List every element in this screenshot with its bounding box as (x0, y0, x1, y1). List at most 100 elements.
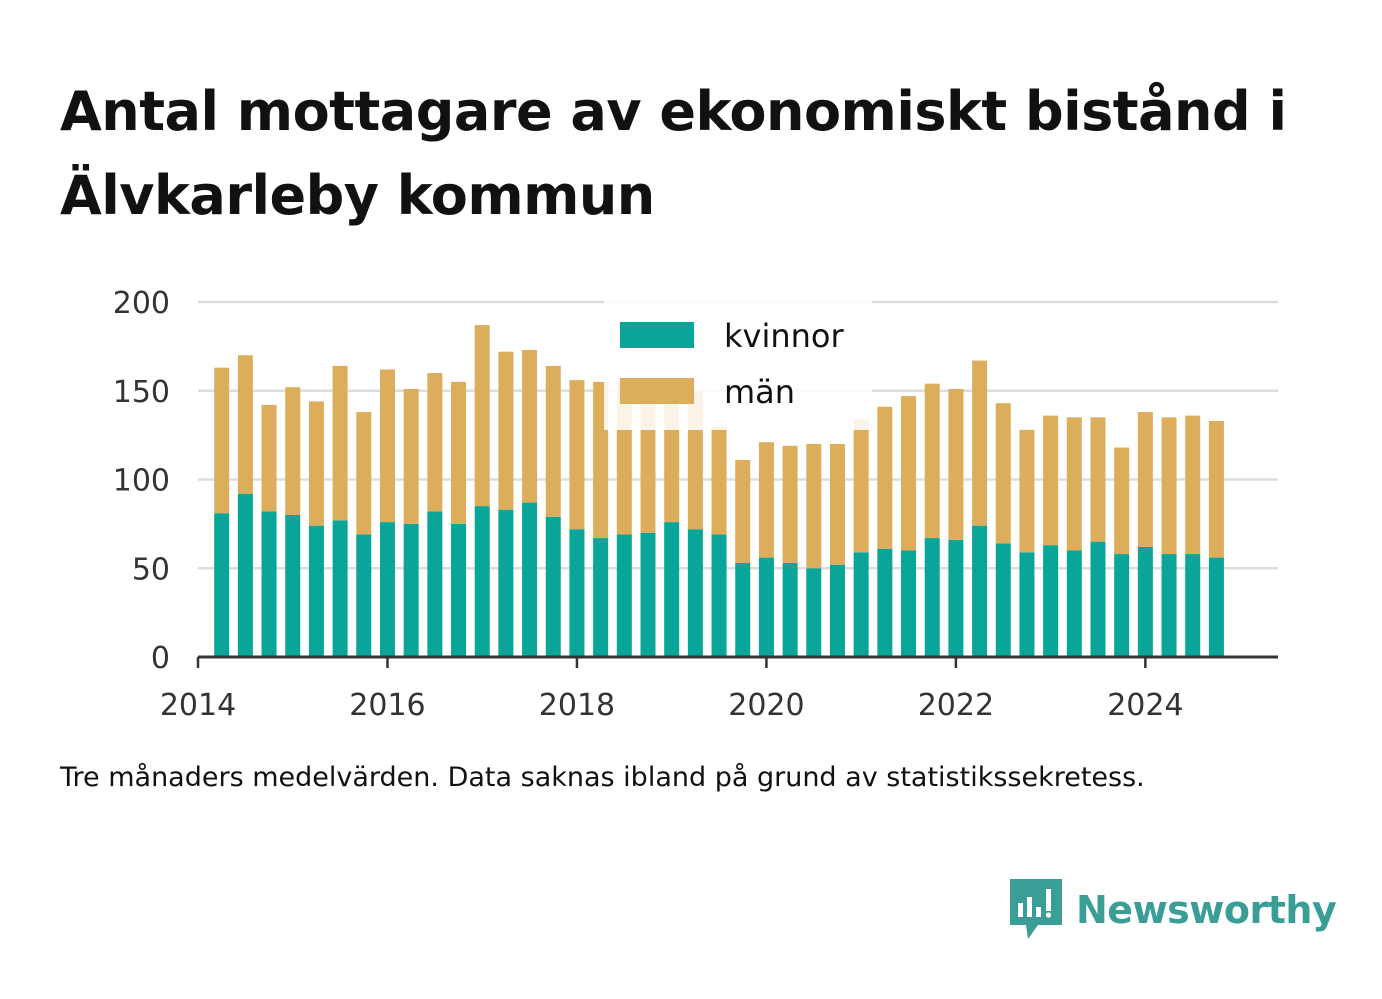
bar-kvinnor-2018-02 (569, 529, 585, 657)
footnote: Tre månaders medelvärden. Data saknas ib… (60, 762, 1145, 793)
bar-kvinnor-2021-08 (901, 550, 917, 657)
bar-kvinnor-2018-11 (640, 532, 656, 657)
bar-man-2021-05 (877, 406, 893, 549)
y-tick-label: 200 (113, 286, 170, 321)
bar-man-2015-05 (308, 401, 324, 526)
bar-kvinnor-2014-05 (214, 513, 230, 657)
bar-kvinnor-2014-11 (261, 511, 277, 657)
legend-label-man: män (724, 373, 795, 411)
bar-man-2024-11 (1208, 420, 1224, 558)
chart-title: Antal mottagare av ekonomiskt bistånd i … (60, 80, 1287, 227)
bar-man-2016-08 (427, 373, 443, 512)
bar-kvinnor-2017-11 (545, 516, 561, 657)
bar-man-2015-02 (285, 387, 301, 515)
bar-kvinnor-2015-02 (285, 515, 301, 657)
bar-man-2018-02 (569, 380, 585, 530)
bar-kvinnor-2018-05 (593, 538, 609, 657)
bar-man-2020-05 (782, 445, 798, 563)
bar-man-2024-08 (1185, 415, 1201, 555)
bar-man-2022-02 (948, 388, 964, 540)
x-tick-label: 2016 (349, 688, 425, 723)
y-tick-label: 0 (151, 641, 170, 676)
bar-kvinnor-2022-08 (995, 543, 1011, 657)
bar-man-2014-08 (237, 355, 253, 494)
bar-kvinnor-2020-02 (758, 557, 774, 657)
bar-kvinnor-2022-11 (1019, 552, 1035, 657)
bar-kvinnor-2016-08 (427, 511, 443, 657)
bar-man-2016-11 (451, 381, 467, 524)
bar-kvinnor-2023-11 (1114, 554, 1130, 657)
bar-kvinnor-2022-02 (948, 539, 964, 657)
bar-man-2022-08 (995, 403, 1011, 544)
bar-man-2019-11 (735, 459, 751, 563)
bar-kvinnor-2019-02 (664, 522, 680, 657)
bar-man-2020-08 (806, 444, 822, 569)
bar-kvinnor-2021-11 (924, 538, 940, 657)
bar-kvinnor-2014-08 (237, 493, 253, 657)
bar-kvinnor-2023-02 (1043, 545, 1059, 657)
bar-kvinnor-2024-08 (1185, 554, 1201, 657)
chart: 2014 2016 2018 2020 2022 2024 0 50 100 150 200 kv… (113, 286, 1278, 723)
bar-man-2020-02 (758, 442, 774, 558)
bar-kvinnor-2017-08 (522, 502, 538, 657)
bar-man-2023-02 (1043, 415, 1059, 546)
bar-kvinnor-2023-08 (1090, 541, 1106, 657)
bar-man-2022-05 (972, 360, 988, 526)
y-tick-label: 100 (113, 464, 170, 499)
legend-label-kvinnor: kvinnor (724, 317, 845, 355)
bar-kvinnor-2024-05 (1161, 554, 1177, 657)
bar-man-2024-05 (1161, 417, 1177, 555)
legend: kvinnor män (604, 298, 872, 430)
bar-kvinnor-2021-05 (877, 548, 893, 657)
bar-kvinnor-2024-02 (1137, 546, 1153, 657)
x-axis: 2014 2016 2018 2020 2022 2024 (160, 655, 1278, 723)
bar-kvinnor-2022-05 (972, 525, 988, 657)
bar-kvinnor-2015-05 (308, 525, 324, 657)
bar-kvinnor-2015-11 (356, 534, 372, 657)
bar-kvinnor-2020-08 (806, 568, 822, 657)
y-tick-label: 150 (113, 375, 170, 410)
bar-chart-speech-bubble-icon (1010, 879, 1062, 939)
bar-man-2014-11 (261, 404, 277, 512)
bar-kvinnor-2020-11 (829, 564, 845, 657)
bar-man-2015-11 (356, 412, 372, 535)
bar-kvinnor-2020-05 (782, 562, 798, 657)
bar-man-2021-08 (901, 396, 917, 551)
bar-kvinnor-2018-08 (616, 534, 632, 657)
x-tick-label: 2014 (160, 688, 236, 723)
bar-kvinnor-2015-08 (332, 520, 348, 657)
bar-kvinnor-2019-08 (711, 534, 727, 657)
bar-kvinnor-2017-05 (498, 509, 514, 657)
bar-man-2021-02 (853, 419, 869, 553)
bar-man-2017-02 (474, 325, 490, 507)
x-tick-label: 2024 (1107, 688, 1183, 723)
bar-man-2022-11 (1019, 429, 1035, 553)
y-tick-label: 50 (132, 552, 170, 587)
bar-kvinnor-2021-02 (853, 552, 869, 657)
bar-man-2017-05 (498, 351, 514, 510)
bar-man-2017-08 (522, 349, 538, 503)
x-tick-label: 2022 (918, 688, 994, 723)
x-tick-label: 2020 (728, 688, 804, 723)
x-tick-label: 2018 (539, 688, 615, 723)
bar-man-2024-02 (1137, 412, 1153, 547)
bar-man-2016-02 (379, 369, 395, 523)
bar-kvinnor-2017-02 (474, 506, 490, 657)
bar-man-2021-11 (924, 383, 940, 539)
legend-swatch-man (620, 378, 694, 404)
bar-kvinnor-2019-05 (687, 529, 703, 657)
bar-man-2020-11 (829, 444, 845, 565)
bar-man-2016-05 (403, 388, 419, 524)
legend-swatch-kvinnor (620, 322, 694, 348)
y-axis: 0 50 100 150 200 (113, 286, 170, 676)
bar-man-2014-05 (214, 367, 230, 514)
brand-name: Newsworthy (1076, 888, 1337, 932)
bar-kvinnor-2016-05 (403, 523, 419, 657)
bar-kvinnor-2019-11 (735, 562, 751, 657)
bar-kvinnor-2024-11 (1208, 557, 1224, 657)
brand-logo: Newsworthy (1010, 878, 1337, 942)
legend-background (604, 298, 872, 430)
bars (214, 325, 1224, 657)
bar-man-2023-08 (1090, 417, 1106, 542)
bar-man-2023-11 (1114, 447, 1130, 555)
